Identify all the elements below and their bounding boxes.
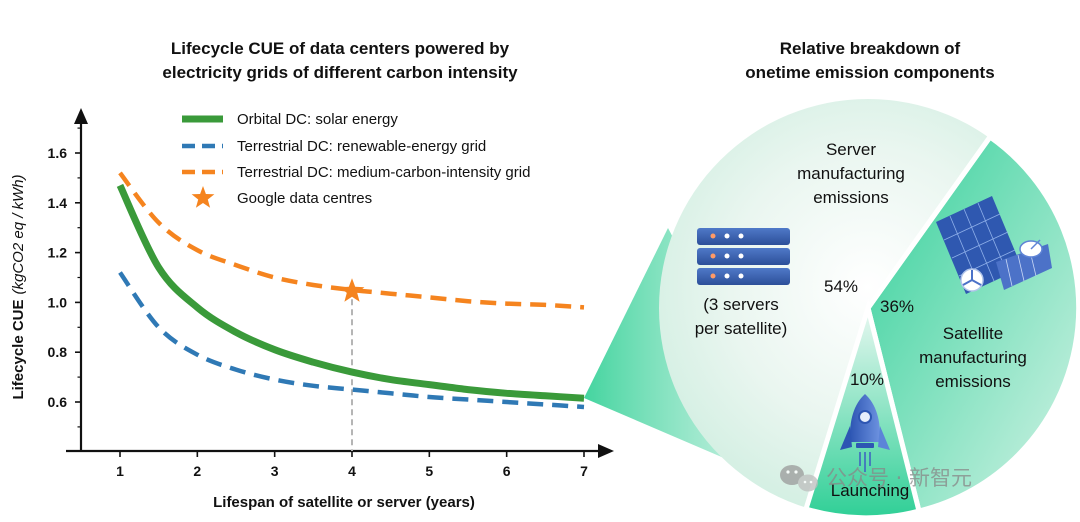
- satellite-label-2: manufacturing: [919, 348, 1027, 367]
- legend-entry-solar: Orbital DC: solar energy: [182, 111, 398, 128]
- legend: Orbital DC: solar energy Terrestrial DC: …: [182, 111, 530, 208]
- pie-slice-satellite: [865, 133, 1080, 515]
- line-chart-axes: [66, 108, 614, 458]
- x-tick-label: 2: [193, 463, 201, 479]
- launching-pct-label: 10%: [850, 370, 884, 389]
- legend-entry-medium-carbon: Terrestrial DC: medium-carbon-intensity …: [182, 164, 530, 181]
- line-chart-title-2: electricity grids of different carbon in…: [162, 63, 518, 82]
- x-tick-label: 5: [425, 463, 433, 479]
- rocket-icon: [840, 394, 890, 472]
- server-pct-label: 54%: [824, 277, 858, 296]
- google-star-marker: [339, 278, 365, 302]
- x-axis-label: Lifespan of satellite or server (years): [213, 494, 475, 511]
- tick-group: 1 2 3 4 5 6 7 0.6 0.8 1.0 1.2 1.4 1.6: [48, 127, 588, 479]
- y-tick-label: 1.4: [48, 195, 68, 211]
- legend-entry-renewable: Terrestrial DC: renewable-energy grid: [182, 138, 486, 155]
- y-axis-label-main: Lifecycle CUE: [10, 299, 27, 399]
- watermark: 公众号 · 新智元: [780, 465, 972, 492]
- legend-label: Terrestrial DC: medium-carbon-intensity …: [237, 164, 530, 181]
- wechat-icon: [780, 465, 818, 492]
- y-axis-label: Lifecycle CUE (kgCO2 eq / kWh): [10, 174, 27, 399]
- y-tick-label: 1.6: [48, 145, 68, 161]
- series-renewable-line: [118, 271, 585, 410]
- watermark-text: 公众号 · 新智元: [826, 466, 972, 490]
- x-tick-label: 7: [580, 463, 588, 479]
- x-tick-label: 1: [116, 463, 124, 479]
- server-rack-icon: [697, 228, 790, 285]
- x-tick-label: 4: [348, 463, 356, 479]
- legend-star-icon: [191, 186, 215, 208]
- server-label-1: Server: [826, 140, 876, 159]
- x-tick-label: 3: [271, 463, 279, 479]
- server-label-2: manufacturing: [797, 164, 905, 183]
- pie-title-1: Relative breakdown of: [780, 39, 961, 58]
- y-axis-label-unit: (kgCO2 eq / kWh): [10, 174, 27, 294]
- launching-label: Launching: [831, 481, 909, 500]
- pie-divider: [865, 135, 993, 310]
- legend-label: Orbital DC: solar energy: [237, 111, 398, 128]
- y-tick-label: 1.2: [48, 245, 68, 261]
- series-solar-line: [116, 183, 585, 402]
- legend-entry-google: Google data centres: [191, 186, 372, 208]
- legend-label: Terrestrial DC: renewable-energy grid: [237, 138, 486, 155]
- plot-area: [116, 171, 585, 451]
- pie-title-2: onetime emission components: [745, 63, 994, 82]
- x-axis-arrow-icon: [598, 444, 614, 458]
- satellite-pct-label: 36%: [880, 297, 914, 316]
- y-tick-label: 0.6: [48, 394, 68, 410]
- y-axis-arrow-icon: [74, 108, 88, 124]
- line-chart-title-1: Lifecycle CUE of data centers powered by: [171, 39, 510, 58]
- server-note-2: per satellite): [695, 319, 788, 338]
- server-label-3: emissions: [813, 188, 889, 207]
- satellite-icon: [936, 196, 1052, 294]
- y-tick-label: 1.0: [48, 294, 68, 310]
- satellite-label-1: Satellite: [943, 324, 1003, 343]
- y-tick-label: 0.8: [48, 344, 68, 360]
- satellite-label-3: emissions: [935, 372, 1011, 391]
- legend-label: Google data centres: [237, 190, 372, 207]
- x-tick-label: 6: [503, 463, 511, 479]
- series-medium-carbon-line: [118, 171, 585, 310]
- server-note-1: (3 servers: [703, 295, 779, 314]
